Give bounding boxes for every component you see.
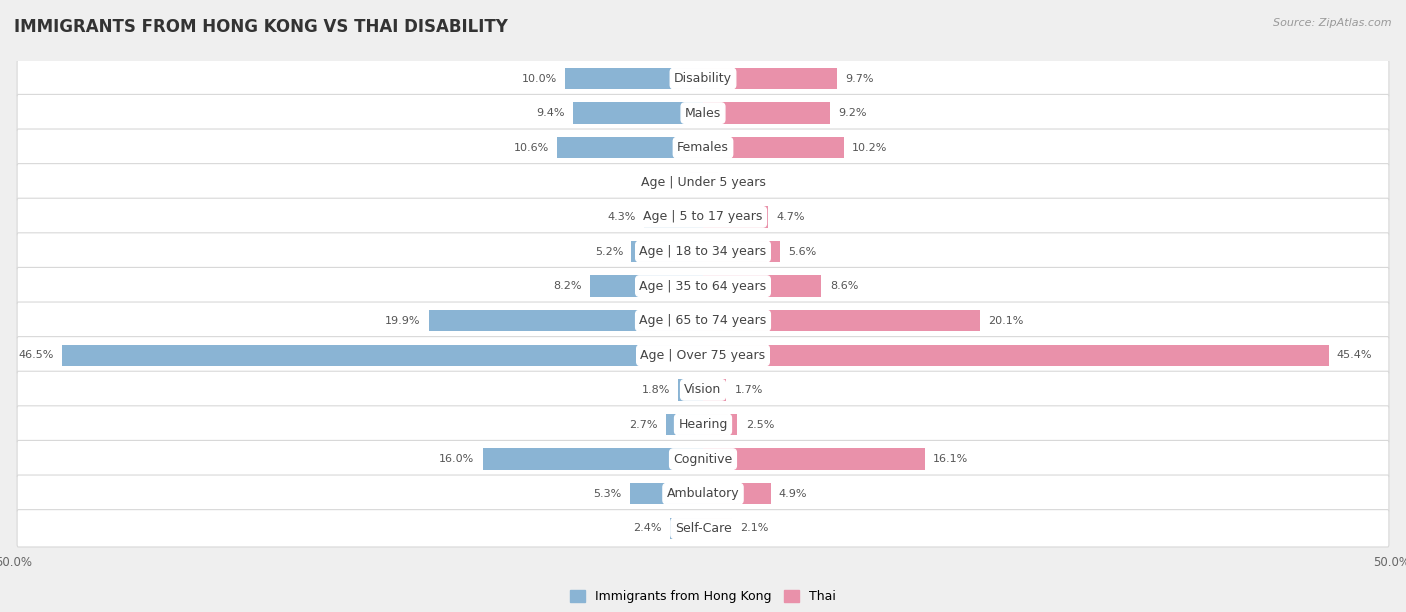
Text: 2.5%: 2.5% <box>745 419 775 430</box>
Text: 20.1%: 20.1% <box>988 316 1024 326</box>
Bar <box>644 206 703 228</box>
Bar <box>703 102 830 124</box>
FancyBboxPatch shape <box>17 371 1389 409</box>
Bar <box>703 345 1329 366</box>
Text: 9.2%: 9.2% <box>838 108 866 118</box>
Text: 2.7%: 2.7% <box>628 419 658 430</box>
Text: Cognitive: Cognitive <box>673 453 733 466</box>
Text: 8.2%: 8.2% <box>553 281 582 291</box>
Text: 9.7%: 9.7% <box>845 73 873 83</box>
FancyBboxPatch shape <box>17 302 1389 340</box>
Legend: Immigrants from Hong Kong, Thai: Immigrants from Hong Kong, Thai <box>565 585 841 608</box>
Text: 8.6%: 8.6% <box>830 281 858 291</box>
Text: Age | 65 to 74 years: Age | 65 to 74 years <box>640 314 766 327</box>
Text: Age | 35 to 64 years: Age | 35 to 64 years <box>640 280 766 293</box>
Bar <box>703 68 837 89</box>
Bar <box>703 206 768 228</box>
Text: 9.4%: 9.4% <box>537 108 565 118</box>
Text: 2.1%: 2.1% <box>740 523 769 533</box>
Bar <box>666 414 703 435</box>
Bar <box>703 171 718 193</box>
Bar <box>703 414 738 435</box>
Text: 16.0%: 16.0% <box>439 454 474 464</box>
Bar <box>630 483 703 504</box>
Bar <box>429 310 703 332</box>
Text: Age | 18 to 34 years: Age | 18 to 34 years <box>640 245 766 258</box>
FancyBboxPatch shape <box>17 406 1389 443</box>
Text: 5.6%: 5.6% <box>789 247 817 256</box>
Text: Age | 5 to 17 years: Age | 5 to 17 years <box>644 211 762 223</box>
Text: 46.5%: 46.5% <box>18 350 53 360</box>
Text: 16.1%: 16.1% <box>934 454 969 464</box>
Bar <box>557 137 703 159</box>
Bar <box>631 241 703 262</box>
Text: 10.0%: 10.0% <box>522 73 557 83</box>
Text: 10.6%: 10.6% <box>513 143 548 153</box>
FancyBboxPatch shape <box>17 267 1389 305</box>
Text: Hearing: Hearing <box>678 418 728 431</box>
Text: 5.3%: 5.3% <box>593 489 621 499</box>
Bar <box>703 241 780 262</box>
Bar <box>703 483 770 504</box>
Bar <box>690 171 703 193</box>
Bar <box>482 449 703 470</box>
Text: IMMIGRANTS FROM HONG KONG VS THAI DISABILITY: IMMIGRANTS FROM HONG KONG VS THAI DISABI… <box>14 18 508 36</box>
Text: Age | Under 5 years: Age | Under 5 years <box>641 176 765 189</box>
Bar <box>574 102 703 124</box>
Bar <box>703 379 727 401</box>
Text: 4.9%: 4.9% <box>779 489 807 499</box>
Bar <box>591 275 703 297</box>
FancyBboxPatch shape <box>17 198 1389 236</box>
Text: Disability: Disability <box>673 72 733 85</box>
FancyBboxPatch shape <box>17 510 1389 547</box>
Text: Source: ZipAtlas.com: Source: ZipAtlas.com <box>1274 18 1392 28</box>
FancyBboxPatch shape <box>17 337 1389 374</box>
Text: 2.4%: 2.4% <box>633 523 662 533</box>
Text: Males: Males <box>685 106 721 119</box>
Text: 5.2%: 5.2% <box>595 247 623 256</box>
Text: 1.7%: 1.7% <box>735 385 763 395</box>
Text: 4.7%: 4.7% <box>776 212 804 222</box>
Text: 4.3%: 4.3% <box>607 212 636 222</box>
FancyBboxPatch shape <box>17 475 1389 512</box>
FancyBboxPatch shape <box>17 129 1389 166</box>
Bar <box>565 68 703 89</box>
FancyBboxPatch shape <box>17 60 1389 97</box>
Text: 1.8%: 1.8% <box>641 385 669 395</box>
Bar <box>703 449 925 470</box>
Bar <box>669 518 703 539</box>
Text: 1.1%: 1.1% <box>727 177 755 187</box>
Bar <box>703 310 980 332</box>
Bar <box>62 345 703 366</box>
FancyBboxPatch shape <box>17 94 1389 132</box>
Text: Ambulatory: Ambulatory <box>666 487 740 500</box>
Text: 45.4%: 45.4% <box>1337 350 1372 360</box>
Text: Females: Females <box>678 141 728 154</box>
FancyBboxPatch shape <box>17 233 1389 270</box>
FancyBboxPatch shape <box>17 441 1389 478</box>
Text: Age | Over 75 years: Age | Over 75 years <box>641 349 765 362</box>
Bar <box>703 275 821 297</box>
Text: 0.95%: 0.95% <box>647 177 682 187</box>
Bar <box>678 379 703 401</box>
Bar <box>703 518 733 539</box>
Text: Self-Care: Self-Care <box>675 522 731 535</box>
Text: 19.9%: 19.9% <box>385 316 420 326</box>
FancyBboxPatch shape <box>17 163 1389 201</box>
Text: Vision: Vision <box>685 383 721 397</box>
Bar <box>703 137 844 159</box>
Text: 10.2%: 10.2% <box>852 143 887 153</box>
